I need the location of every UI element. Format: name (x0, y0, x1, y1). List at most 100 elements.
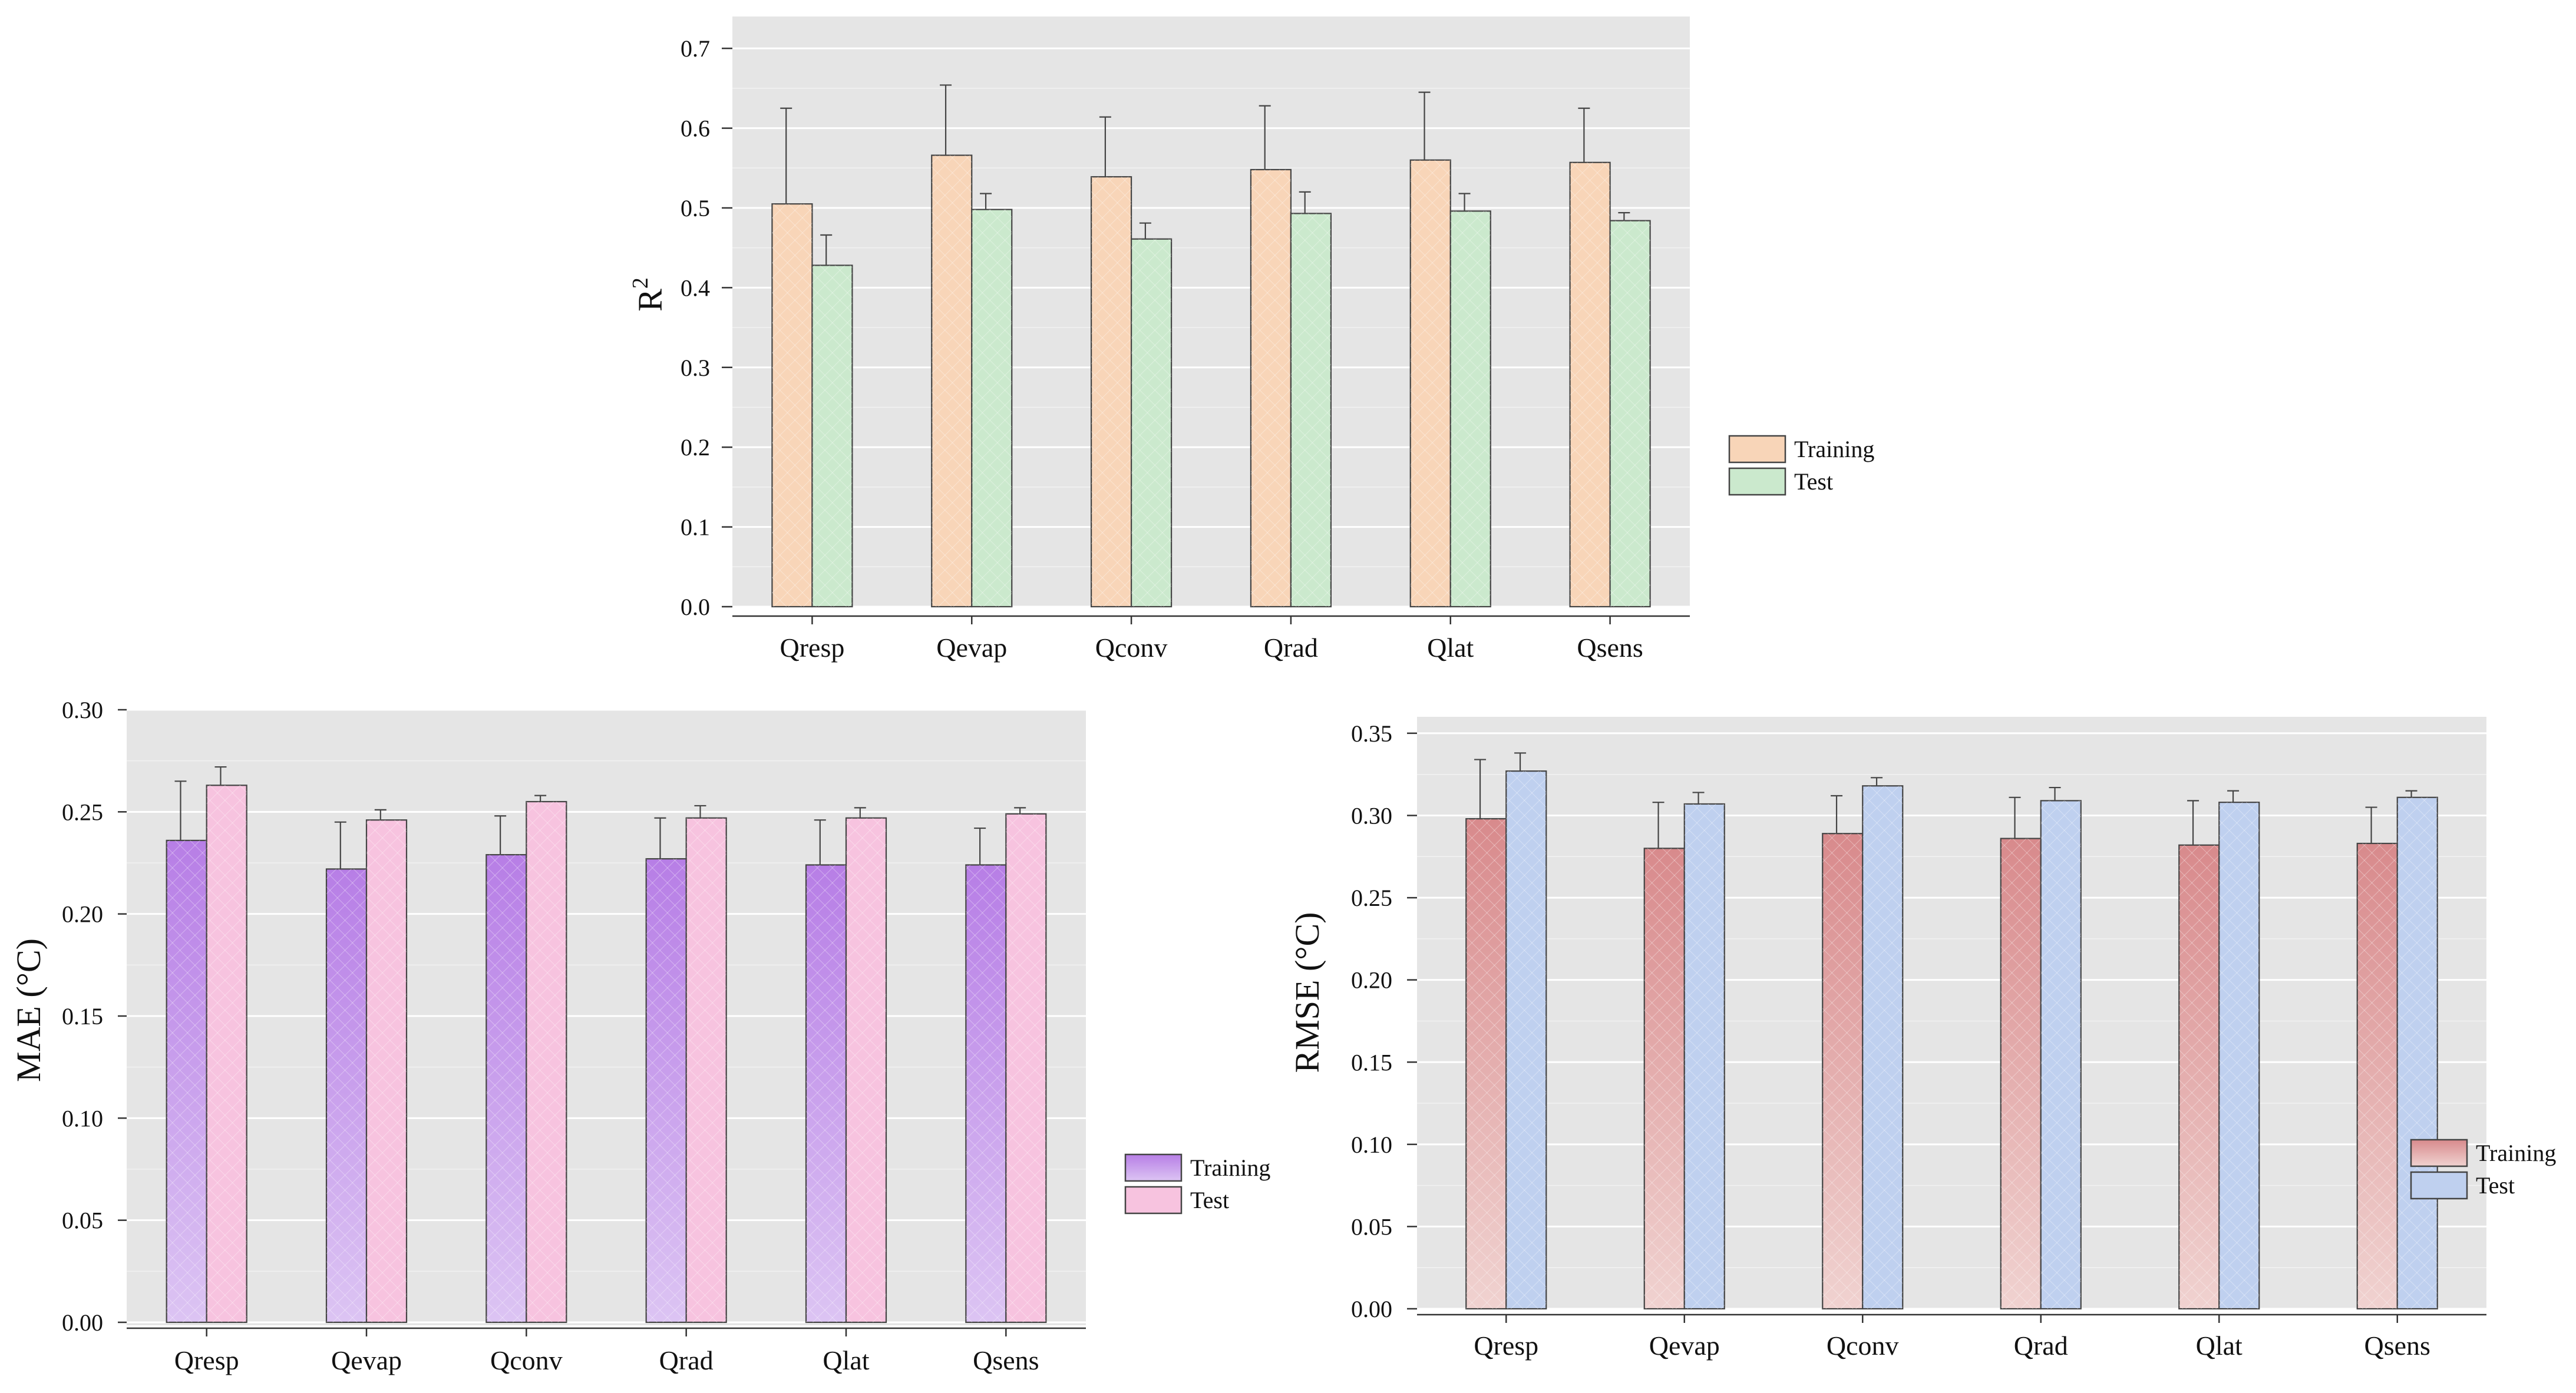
y-tick-label: 0.7 (681, 35, 710, 62)
bar-test-qsens-hatch (1006, 813, 1046, 1322)
y-tick-label: 0.2 (681, 434, 710, 461)
x-axis: Qresp Qevap Qconv Qrad Qlat Qsens (732, 615, 1690, 663)
y-tick-label: 0.0 (681, 594, 710, 620)
x-tick-label: Qconv (1827, 1331, 1899, 1361)
x-tick-label: Qevap (936, 633, 1007, 663)
bar-training-qrad-hatch (2000, 838, 2041, 1309)
y-tick-label: 0.20 (62, 901, 103, 928)
legend-label-training: Training (1190, 1154, 1270, 1181)
x-axis: Qresp Qevap Qconv Qrad Qlat Qsens (127, 1327, 1086, 1375)
legend: Training Test (2410, 1139, 2556, 1200)
y-tick-label: 0.20 (1351, 967, 1392, 994)
x-tick-label: Qconv (490, 1345, 563, 1375)
x-tick-label: Qresp (780, 633, 844, 663)
x-tick-label: Qrad (2014, 1331, 2068, 1361)
bar-training-qevap-hatch (326, 869, 366, 1322)
rmse-chart: 0.00 0.05 0.10 0.15 0.20 0.25 0.30 0.35 Qresp Qe… (1288, 717, 2556, 1361)
bar-training-qlat-hatch (1410, 160, 1451, 607)
x-tick-label: Qrad (659, 1345, 714, 1375)
bar-training-qlat-hatch (2179, 845, 2220, 1309)
bar-test-qevap-hatch (366, 820, 407, 1322)
x-axis: Qresp Qevap Qconv Qrad Qlat Qsens (1417, 1313, 2486, 1361)
y-tick-label: 0.25 (62, 799, 103, 825)
y-tick-label: 0.15 (1351, 1049, 1392, 1076)
legend-swatch-test (1728, 467, 1786, 496)
legend-swatch-training (1124, 1153, 1183, 1182)
bar-training-qevap-hatch (1644, 848, 1685, 1309)
legend-label-test: Test (2476, 1172, 2515, 1199)
gridlines (1417, 732, 2486, 1310)
bars (771, 84, 1651, 608)
x-tick-label: Qsens (973, 1345, 1039, 1375)
bar-test-qresp-hatch (206, 785, 247, 1322)
y-axis: 0.00 0.05 0.10 0.15 0.20 0.25 0.30 (62, 697, 127, 1336)
bar-test-qrad-hatch (2040, 800, 2081, 1309)
y-tick-label: 0.6 (681, 115, 710, 142)
mae-chart: 0.000.050.100.150.200.250.30 Qresp Qevap Q… (9, 697, 1270, 1375)
y-axis: 0.0 0.1 0.2 0.3 0.4 0.5 0.6 0.7 (681, 35, 732, 620)
legend-label-training: Training (1794, 436, 1874, 462)
x-tick-label: Qconv (1095, 633, 1168, 663)
bars (1465, 752, 2438, 1310)
bar-training-qconv-hatch (1091, 177, 1132, 607)
bar-test-qconv-hatch (1131, 239, 1172, 607)
y-tick-label: 0.4 (681, 274, 710, 301)
gridlines (732, 47, 1690, 608)
y-tick-label: 0.10 (62, 1105, 103, 1131)
legend: Training Test (1728, 435, 1874, 496)
x-tick-label: Qevap (1649, 1331, 1720, 1361)
legend-swatch-training (1728, 435, 1786, 464)
y-tick-label: 0.00 (1351, 1296, 1392, 1322)
x-tick-label: Qlat (2196, 1331, 2243, 1361)
x-tick-label: Qresp (174, 1345, 239, 1375)
bars (166, 766, 1047, 1323)
bar-training-qconv-hatch (486, 855, 527, 1322)
bar-test-qsens-hatch (2397, 797, 2438, 1309)
bar-training-qrad-hatch (1250, 169, 1291, 607)
y-tick-label: 0.30 (1351, 803, 1392, 829)
gridlines (127, 709, 1086, 1323)
y-tick-label: 0.10 (1351, 1131, 1392, 1158)
bar-training-qrad-hatch (646, 859, 686, 1322)
bar-training-qsens-hatch (2357, 843, 2397, 1309)
bar-training-qsens-hatch (966, 865, 1006, 1322)
bar-training-qsens-hatch (1570, 162, 1610, 607)
x-tick-label: Qlat (823, 1345, 869, 1375)
bar-test-qevap-hatch (972, 209, 1012, 607)
r2-chart: 0.0 0.1 0.2 0.3 0.4 0.5 0.6 0.7 Qresp Qevap Qconv… (616, 5, 1888, 663)
bar-test-qevap-hatch (1684, 803, 1725, 1309)
plot-background (127, 710, 1086, 1325)
bar-training-qresp-hatch (1466, 819, 1507, 1309)
y-tick-label: 0.05 (62, 1207, 103, 1234)
x-tick-label: Qrad (1264, 633, 1318, 663)
y-axis-label: R2 (628, 277, 669, 312)
y-tick-label: 0.15 (62, 1003, 103, 1030)
bar-test-qresp-hatch (812, 265, 853, 607)
y-axis-label: MAE (°C) (9, 938, 48, 1082)
x-tick-label: Qevap (331, 1345, 402, 1375)
bar-training-qconv-hatch (1822, 833, 1863, 1309)
bar-test-qlat-hatch (846, 818, 886, 1322)
legend-label-training: Training (2476, 1140, 2556, 1166)
legend-label-test: Test (1190, 1187, 1229, 1213)
x-tick-label: Qresp (1474, 1331, 1538, 1361)
legend-label-test: Test (1794, 468, 1833, 495)
bar-training-qlat-hatch (806, 865, 846, 1322)
legend-swatch-test (1124, 1186, 1183, 1215)
y-axis-label: RMSE (°C) (1288, 912, 1326, 1073)
bar-training-qresp-hatch (166, 840, 207, 1322)
bar-test-qconv-hatch (1862, 786, 1903, 1309)
legend: Training Test (1124, 1153, 1270, 1215)
bar-test-qrad-hatch (686, 818, 726, 1322)
bar-training-qresp-hatch (772, 204, 813, 607)
bar-training-qevap-hatch (932, 155, 972, 607)
plot-background (1417, 717, 2486, 1309)
y-tick-label: 0.35 (1351, 720, 1392, 747)
x-tick-label: Qsens (1577, 633, 1643, 663)
bar-test-qlat-hatch (2219, 802, 2260, 1309)
y-tick-label: 0.30 (62, 697, 103, 723)
y-tick-label: 0.3 (681, 355, 710, 381)
plot-area (732, 16, 1690, 608)
x-tick-label: Qlat (1427, 633, 1474, 663)
plot-background (732, 16, 1690, 607)
